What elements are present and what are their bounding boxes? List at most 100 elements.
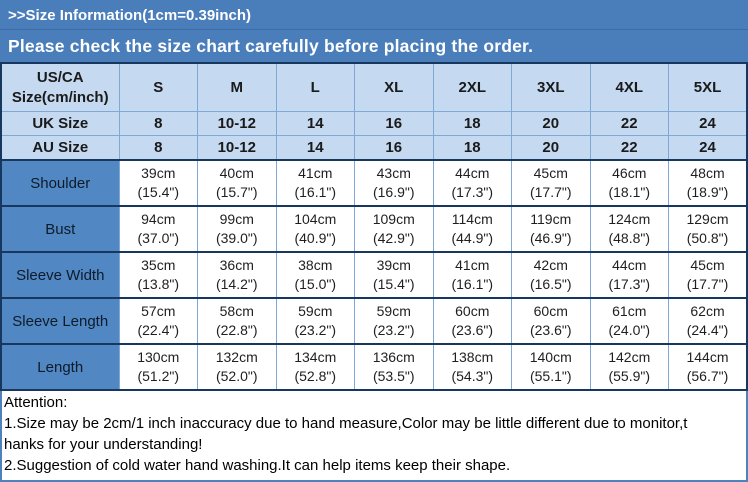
attention-line: Attention:: [4, 394, 68, 411]
measurement-inch-value: (37.0"): [137, 230, 180, 246]
measurement-cm-value: 45cm: [533, 165, 568, 181]
measurement-value-cell: 62cm (24.4"): [668, 297, 748, 345]
measurement-value-cell: 41cm (16.1"): [275, 159, 355, 207]
measurement-inch-value: (15.4"): [137, 184, 180, 200]
region-size-value: 20: [511, 135, 591, 161]
region-size-value: 22: [589, 135, 669, 161]
measurement-inch-value: (18.1"): [608, 184, 651, 200]
measurement-inch-value: (50.8"): [686, 230, 729, 246]
measurement-cm-value: 61cm: [612, 303, 647, 319]
measurement-cm-value: 58cm: [219, 303, 254, 319]
region-size-value: 10-12: [197, 135, 277, 161]
measurement-value-cell: 138cm (54.3"): [432, 343, 512, 391]
measurement-cm-value: 43cm: [376, 165, 411, 181]
measurement-inch-value: (52.8"): [294, 368, 337, 384]
measurement-value-cell: 140cm (55.1"): [511, 343, 591, 391]
measurement-cm-value: 124cm: [608, 211, 651, 227]
measurement-cm-value: 60cm: [455, 303, 490, 319]
measurement-value-cell: 61cm (24.0"): [589, 297, 669, 345]
measurement-value-cell: 119cm (46.9"): [511, 205, 591, 253]
measurement-inch-value: (55.1"): [529, 368, 572, 384]
region-size-value: 22: [589, 111, 669, 136]
attention-line: 2.Suggestion of cold water hand washing.…: [4, 457, 511, 474]
measurement-inch-value: (17.7"): [529, 184, 572, 200]
region-size-value: 20: [511, 111, 591, 136]
measurement-inch-value: (44.9"): [451, 230, 494, 246]
corner-header-line1: US/CA: [36, 68, 84, 86]
region-row-label: UK Size: [0, 111, 120, 136]
size-header-row: US/CA Size(cm/inch) S M L XL 2XL 3XL 4XL 5XL: [0, 62, 748, 112]
measurement-cm-value: 104cm: [294, 211, 337, 227]
size-column-header: 5XL: [668, 62, 748, 112]
region-size-row: AU Size 8 10-12 14 16 18 20 22 24: [0, 135, 748, 161]
attention-line: hanks for your understanding!: [4, 436, 203, 453]
measurement-cm-value: 119cm: [530, 211, 572, 227]
measurement-cm-value: 134cm: [294, 349, 337, 365]
corner-header-line2: Size(cm/inch): [11, 88, 109, 106]
measurement-value-cell: 99cm (39.0"): [197, 205, 277, 253]
measurement-cm-value: 132cm: [215, 349, 258, 365]
region-row-label: AU Size: [0, 135, 120, 161]
measurement-cm-value: 136cm: [372, 349, 415, 365]
measurement-value-cell: 60cm (23.6"): [432, 297, 512, 345]
measurement-label: Bust: [0, 205, 120, 253]
measurement-inch-value: (39.0"): [215, 230, 258, 246]
size-column-header: 3XL: [511, 62, 591, 112]
measurement-inch-value: (17.7"): [686, 276, 729, 292]
measurement-inch-value: (16.1"): [294, 184, 337, 200]
measurement-cm-value: 44cm: [612, 257, 647, 273]
measurement-cm-value: 138cm: [451, 349, 494, 365]
measurement-value-cell: 142cm (55.9"): [589, 343, 669, 391]
measurement-value-cell: 45cm (17.7"): [668, 251, 748, 299]
measurement-inch-value: (23.6"): [451, 322, 494, 338]
region-size-value: 8: [118, 135, 198, 161]
region-size-value: 8: [118, 111, 198, 136]
measurement-inch-value: (22.4"): [137, 322, 180, 338]
region-size-value: 14: [275, 111, 355, 136]
measurement-inch-value: (18.9"): [686, 184, 729, 200]
measurement-cm-value: 41cm: [298, 165, 333, 181]
measurement-value-cell: 129cm (50.8"): [668, 205, 748, 253]
measurement-inch-value: (54.3"): [451, 368, 494, 384]
measurement-cm-value: 142cm: [608, 349, 651, 365]
measurement-cm-value: 36cm: [219, 257, 254, 273]
measurement-cm-value: 140cm: [529, 349, 572, 365]
measurement-inch-value: (23.2"): [372, 322, 415, 338]
measurement-row: Sleeve Width 35cm (13.8") 36cm (14.2") 38cm (1…: [0, 251, 748, 299]
measurement-cm-value: 60cm: [533, 303, 568, 319]
measurement-cm-value: 42cm: [533, 257, 568, 273]
measurement-value-cell: 42cm (16.5"): [511, 251, 591, 299]
measurement-inch-value: (17.3"): [451, 184, 494, 200]
measurement-value-cell: 57cm (22.4"): [118, 297, 198, 345]
measurement-inch-value: (15.0"): [294, 276, 337, 292]
measurement-cm-value: 46cm: [612, 165, 647, 181]
attention-section: Attention: 1.Size may be 2cm/1 inch inacc…: [0, 391, 748, 482]
measurement-value-cell: 58cm (22.8"): [197, 297, 277, 345]
size-table: US/CA Size(cm/inch) S M L XL 2XL 3XL 4XL 5XL UK…: [0, 62, 748, 391]
measurement-cm-value: 62cm: [690, 303, 725, 319]
measurement-value-cell: 44cm (17.3"): [589, 251, 669, 299]
size-column-header: 4XL: [589, 62, 669, 112]
measurement-cm-value: 59cm: [298, 303, 333, 319]
measurement-value-cell: 109cm (42.9"): [354, 205, 434, 253]
measurement-label: Length: [0, 343, 120, 391]
region-size-value: 24: [668, 135, 748, 161]
region-size-value: 24: [668, 111, 748, 136]
measurement-value-cell: 35cm (13.8"): [118, 251, 198, 299]
measurement-cm-value: 94cm: [141, 211, 176, 227]
measurement-value-cell: 59cm (23.2"): [275, 297, 355, 345]
region-size-value: 14: [275, 135, 355, 161]
measurement-inch-value: (40.9"): [294, 230, 337, 246]
measurement-value-cell: 39cm (15.4"): [118, 159, 198, 207]
measurement-value-cell: 43cm (16.9"): [354, 159, 434, 207]
measurement-cm-value: 44cm: [455, 165, 490, 181]
measurement-inch-value: (16.5"): [529, 276, 572, 292]
measurement-cm-value: 39cm: [376, 257, 411, 273]
measurement-row: Length 130cm (51.2") 132cm (52.0") 134cm (52.8…: [0, 343, 748, 391]
measurement-cm-value: 45cm: [690, 257, 725, 273]
measurement-value-cell: 48cm (18.9"): [668, 159, 748, 207]
measurement-inch-value: (22.8"): [215, 322, 258, 338]
measurement-cm-value: 144cm: [686, 349, 729, 365]
measurement-inch-value: (24.4"): [686, 322, 729, 338]
